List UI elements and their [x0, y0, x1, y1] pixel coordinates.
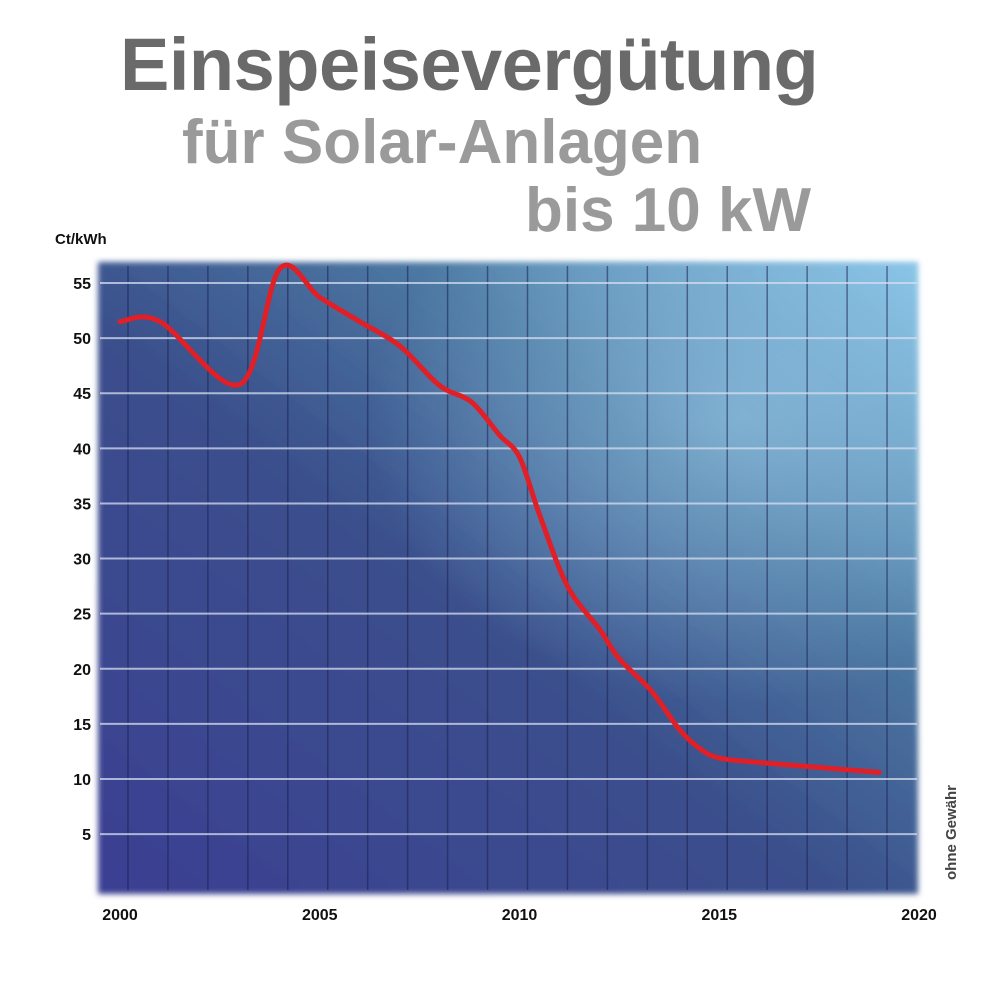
y-tick-label: 30: [73, 552, 91, 569]
y-axis: 5 10 15 20 25 30 35 40 45 50 55: [73, 276, 91, 844]
gridlines: [100, 266, 917, 890]
y-tick-label: 35: [73, 496, 91, 513]
x-tick-label: 2005: [302, 907, 338, 924]
x-tick-label: 2010: [502, 907, 538, 924]
series-line: [117, 262, 882, 775]
x-axis: 2000 2005 2010 2015 2020: [102, 907, 937, 924]
x-tick-label: 2020: [901, 907, 937, 924]
y-tick-label: 45: [73, 386, 91, 403]
y-tick-label: 50: [73, 331, 91, 348]
series-line-layer: [117, 262, 882, 775]
chart-panel: [98, 262, 918, 894]
y-tick-label: 20: [73, 662, 91, 679]
y-tick-label: 10: [73, 772, 91, 789]
y-tick-label: 40: [73, 441, 91, 458]
x-tick-label: 2015: [701, 907, 737, 924]
y-tick-label: 5: [82, 827, 91, 844]
chart-subtitle-2: bis 10 kW: [525, 176, 811, 245]
y-axis-label: Ct/kWh: [55, 231, 107, 248]
y-tick-label: 15: [73, 717, 91, 734]
chart-title: Einspeisevergütung: [120, 23, 819, 106]
x-tick-label: 2000: [102, 907, 138, 924]
y-tick-label: 25: [73, 607, 91, 624]
y-tick-label: 55: [73, 276, 91, 293]
chart-subtitle: für Solar-Anlagen: [182, 108, 703, 177]
